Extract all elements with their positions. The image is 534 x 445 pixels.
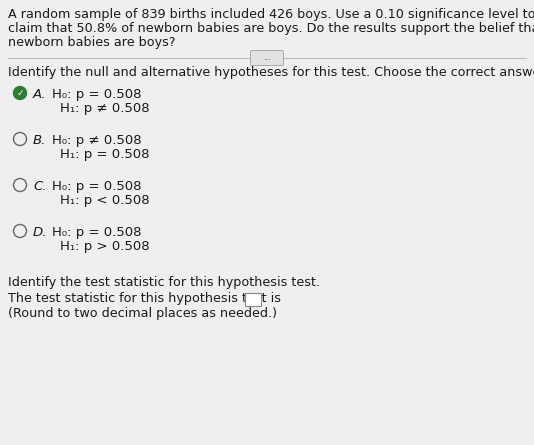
Text: H₁: p > 0.508: H₁: p > 0.508 (60, 240, 150, 253)
FancyBboxPatch shape (245, 293, 261, 306)
Circle shape (13, 178, 27, 191)
Text: (Round to two decimal places as needed.): (Round to two decimal places as needed.) (8, 307, 277, 320)
Text: A.: A. (33, 88, 46, 101)
Text: ...: ... (263, 53, 271, 62)
Text: D.: D. (33, 226, 48, 239)
Circle shape (13, 224, 27, 238)
Text: newborn babies are boys?: newborn babies are boys? (8, 36, 176, 49)
Text: B.: B. (33, 134, 46, 147)
Text: H₀: p = 0.508: H₀: p = 0.508 (52, 88, 142, 101)
Text: The test statistic for this hypothesis test is: The test statistic for this hypothesis t… (8, 292, 281, 305)
FancyBboxPatch shape (250, 50, 284, 65)
Text: .: . (262, 292, 266, 305)
Text: H₀: p = 0.508: H₀: p = 0.508 (52, 180, 142, 193)
Text: H₁: p < 0.508: H₁: p < 0.508 (60, 194, 150, 207)
Text: H₁: p = 0.508: H₁: p = 0.508 (60, 148, 150, 161)
Text: A random sample of 839 births included 426 boys. Use a 0.10 significance level t: A random sample of 839 births included 4… (8, 8, 534, 21)
Text: Identify the null and alternative hypotheses for this test. Choose the correct a: Identify the null and alternative hypoth… (8, 66, 534, 79)
Text: H₀: p ≠ 0.508: H₀: p ≠ 0.508 (52, 134, 142, 147)
Text: claim that 50.8% of newborn babies are boys. Do the results support the belief t: claim that 50.8% of newborn babies are b… (8, 22, 534, 35)
Text: H₁: p ≠ 0.508: H₁: p ≠ 0.508 (60, 102, 150, 115)
Circle shape (13, 86, 27, 100)
Text: Identify the test statistic for this hypothesis test.: Identify the test statistic for this hyp… (8, 276, 320, 289)
Text: H₀: p = 0.508: H₀: p = 0.508 (52, 226, 142, 239)
Text: C.: C. (33, 180, 46, 193)
Circle shape (13, 133, 27, 146)
Text: ✓: ✓ (16, 89, 23, 97)
